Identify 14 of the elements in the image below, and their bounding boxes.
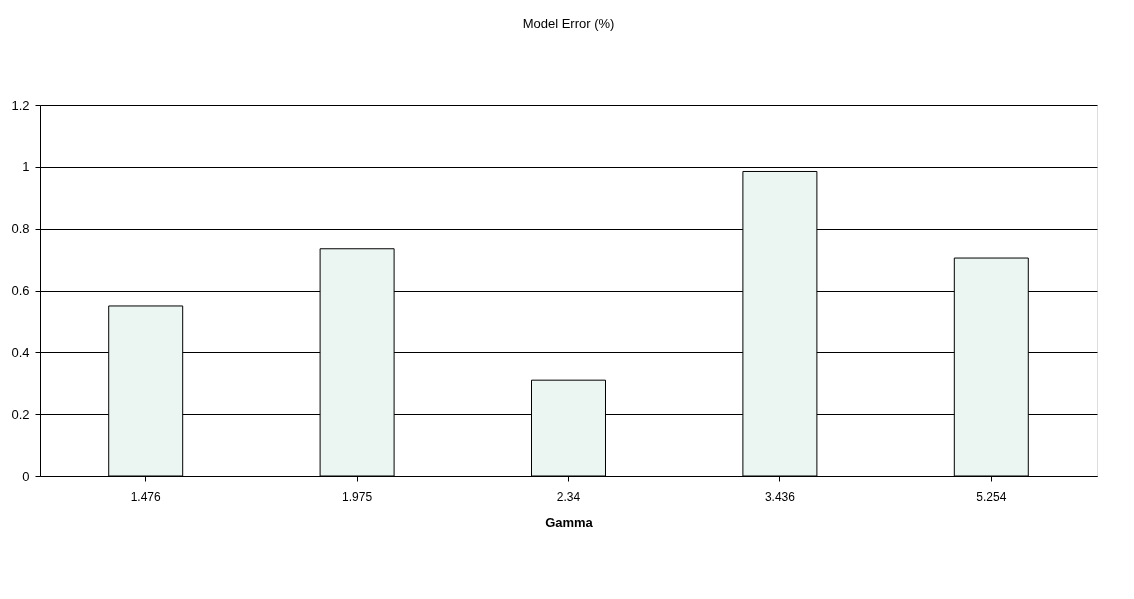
y-tick-label: 0.2 (11, 406, 30, 422)
x-tick-label: 1.975 (342, 489, 373, 504)
y-tick-label: 1.2 (11, 97, 30, 113)
chart-title: Model Error (%) (522, 16, 615, 31)
x-tick-label: 5.254 (976, 489, 1007, 504)
y-tick-label: 0.6 (11, 283, 30, 298)
y-tick-label: 0 (22, 468, 30, 484)
x-axis-title: Gamma (545, 514, 594, 530)
x-tick-label: 2.34 (556, 489, 581, 504)
x-tick-label: 3.436 (764, 489, 796, 504)
x-tick-label: 1.476 (130, 489, 162, 504)
y-tick-label: 0.8 (11, 221, 30, 237)
y-tick-label: 0.4 (11, 344, 30, 360)
y-tick-label: 1 (22, 159, 30, 175)
